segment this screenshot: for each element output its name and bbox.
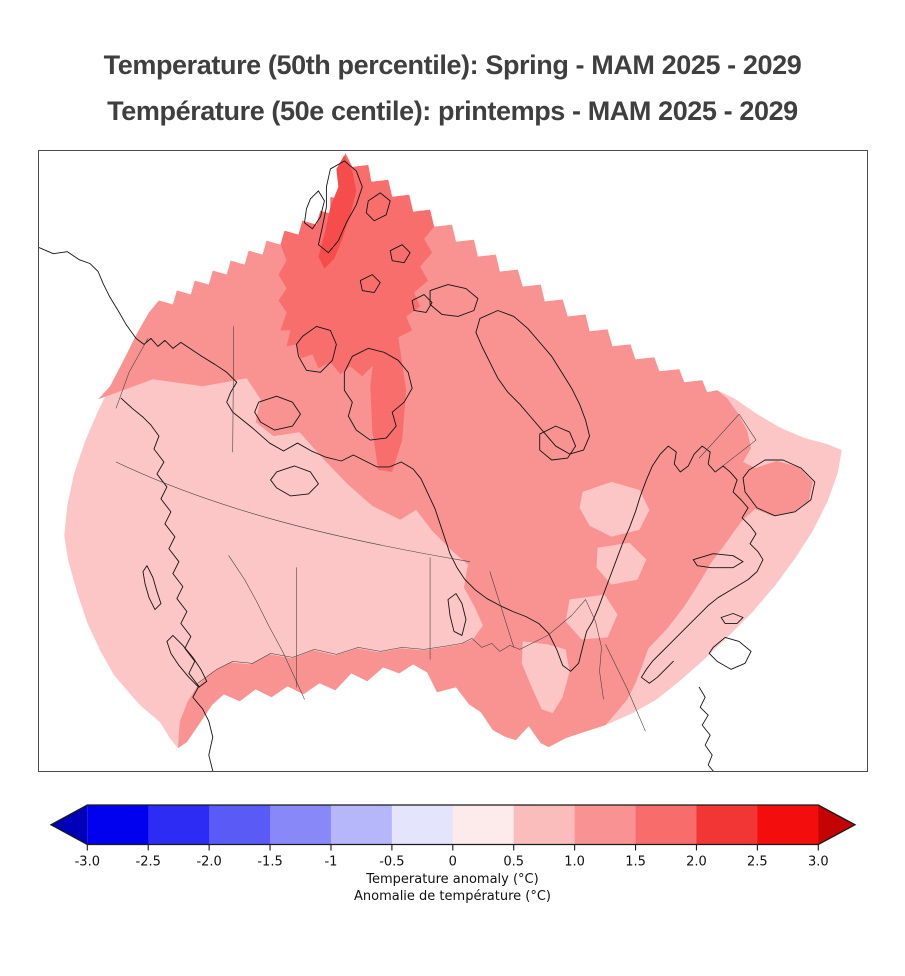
lake-winnipeg: [447, 593, 467, 636]
coast-nova-scotia: [708, 636, 752, 670]
border-canada-us: [197, 638, 521, 684]
coast-pei: [720, 613, 744, 624]
anomaly-streak-victoria: [370, 336, 407, 472]
border-alaska-yukon: [115, 338, 149, 409]
colorbar-tick-label: -1: [324, 855, 337, 870]
border-yukon-nwt: [232, 326, 234, 453]
island-ellesmere: [317, 160, 363, 254]
island-victoria: [343, 347, 413, 441]
colorbar-tick-label: 2.5: [747, 855, 768, 870]
colorbar-tick-label: -1.5: [257, 855, 282, 870]
colorbar-label-french: Anomalie de température (°C): [353, 889, 552, 904]
colorbar-tick-label: 0: [449, 855, 457, 870]
light-patch-south-tail: [521, 641, 570, 714]
colorbar-tick-label: -2.5: [136, 855, 161, 870]
coast-anticosti: [692, 553, 744, 569]
colorbar-tick-label: 2.0: [686, 855, 707, 870]
colorbar-segment: [87, 805, 149, 845]
coast-alaska-arctic-hudson: [39, 247, 764, 684]
colorbar-over-arrow: [818, 805, 855, 845]
canada-anomaly-map: [39, 152, 842, 771]
colorbar-segment: [696, 805, 758, 845]
coast-newfoundland: [742, 459, 816, 517]
coast-vancouver-island: [166, 634, 208, 688]
light-patch-quebec-2: [596, 542, 647, 585]
island-devon: [429, 284, 479, 317]
coastlines: [39, 160, 816, 771]
border-great-lakes-region: [519, 599, 604, 700]
colorbar-tick-label: -2.0: [196, 855, 221, 870]
colorbar-segment: [513, 805, 576, 845]
title-english: Temperature (50th percentile): Spring - …: [103, 50, 802, 80]
island-prince-patrick: [359, 274, 381, 293]
coast-us-east: [698, 686, 714, 771]
title-french: Température (50e centile): printemps - M…: [107, 96, 798, 126]
colorbar-tick-label: -0.5: [379, 855, 404, 870]
colorbar-segment: [270, 805, 332, 845]
map-panel: [38, 150, 868, 772]
colorbar-tick-label: 1.0: [564, 855, 585, 870]
light-patch-quebec-3: [565, 594, 618, 640]
province-borders: [115, 326, 757, 732]
colorbar-segment: [330, 805, 393, 845]
island-somerset: [411, 294, 433, 313]
anomaly-region-level2: [98, 152, 813, 749]
anomaly-region-level3-high-arctic: [278, 152, 435, 377]
colorbar-label-english: Temperature anomaly (°C): [366, 872, 539, 887]
anomaly-region-level4-ellesmere: [318, 154, 357, 269]
colorbar-segment: [209, 805, 271, 845]
island-southampton: [539, 425, 577, 461]
colorbar-tick-label: -3.0: [75, 855, 100, 870]
lake-great-bear: [254, 395, 301, 431]
colorbar-segment: [757, 805, 819, 845]
border-quebec-labrador: [698, 413, 757, 473]
colorbar-segment: [452, 805, 515, 845]
lake-great-slave: [270, 465, 319, 497]
island-melville: [389, 244, 411, 264]
island-banks: [296, 325, 337, 373]
colorbar-tick-label: 3.0: [808, 855, 829, 870]
island-axel-heiberg: [304, 190, 325, 230]
colorbar-segment: [574, 805, 637, 845]
colorbar: -3.0 -2.5 -2.0 -1.5 -1 -0.5 0 0.5 1.0 1.5 2.0 2.5 3.…: [49, 804, 857, 870]
colorbar-tick-label: 0.5: [503, 855, 524, 870]
island-sverdrup: [365, 192, 391, 222]
light-patch-quebec-1: [579, 481, 650, 537]
colorbar-segment: [391, 805, 454, 845]
border-manitoba-ontario: [489, 571, 515, 648]
coast-haida-gwaii: [142, 565, 162, 610]
colorbar-segment: [635, 805, 698, 845]
coast-bc-fjords: [120, 397, 214, 771]
border-60th-parallel: [115, 461, 471, 562]
border-ontario-quebec: [605, 644, 646, 732]
colorbar-tick-label: 1.5: [625, 855, 646, 870]
border-bc-alberta: [228, 555, 305, 700]
colorbar-segment: [148, 805, 210, 845]
island-baffin: [475, 310, 591, 455]
colorbar-under-arrow: [51, 805, 88, 845]
